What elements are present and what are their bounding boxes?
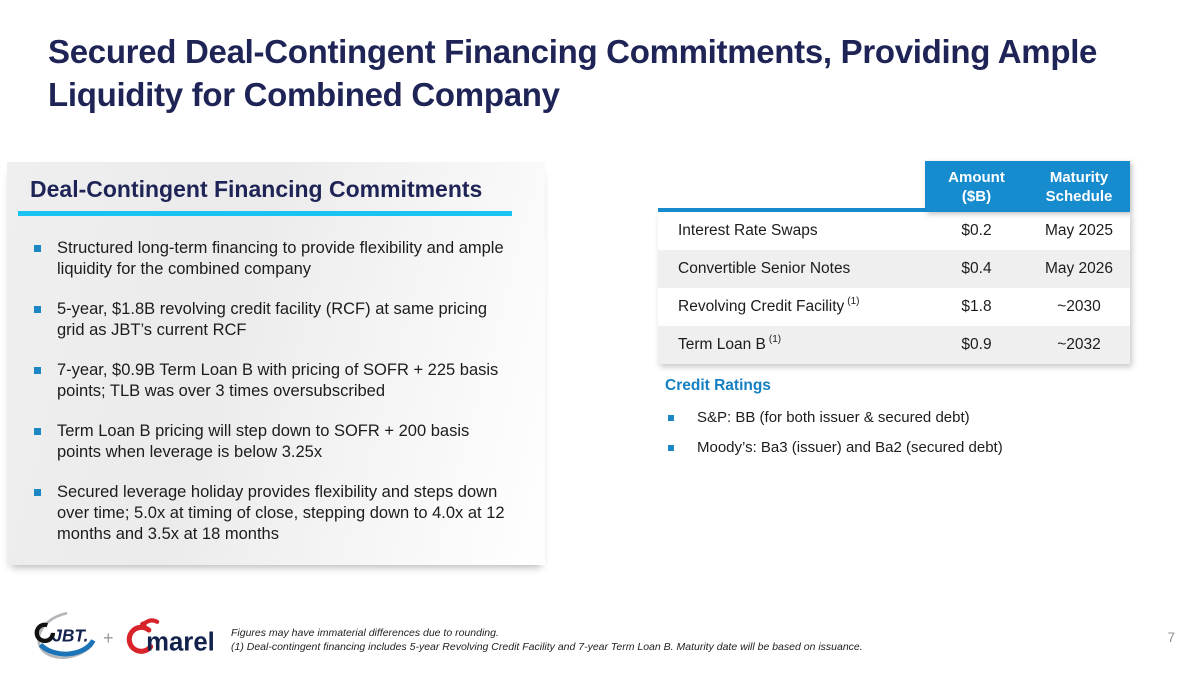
- footnote-line: Figures may have immaterial differences …: [231, 627, 499, 639]
- bullet-square-icon: [34, 306, 41, 313]
- column-header-line: ($B): [961, 187, 992, 205]
- column-header-line: Maturity: [1049, 168, 1109, 186]
- column-header-amount: Amount ($B): [925, 161, 1028, 212]
- bullet-item: Structured long-term financing to provid…: [34, 238, 545, 280]
- credit-rating-text: Moody’s: Ba3 (issuer) and Ba2 (secured d…: [697, 439, 1003, 456]
- column-header-line: Amount: [948, 168, 1005, 186]
- table-row: Interest Rate Swaps $0.2 May 2025: [658, 212, 1130, 250]
- credit-rating-item: Moody’s: Ba3 (issuer) and Ba2 (secured d…: [665, 439, 1135, 456]
- bullet-text: Structured long-term financing to provid…: [57, 239, 504, 278]
- bullet-square-icon: [34, 245, 41, 252]
- column-header-maturity: Maturity Schedule: [1028, 161, 1130, 212]
- table-row: Term Loan B (1) $0.9 ~2032: [658, 326, 1130, 364]
- bullet-square-icon: [34, 489, 41, 496]
- credit-ratings-heading: Credit Ratings: [665, 377, 771, 394]
- row-label-text: Interest Rate Swaps: [678, 222, 818, 240]
- bullet-square-icon: [668, 415, 674, 421]
- row-amount: $0.9: [961, 336, 992, 353]
- bullet-square-icon: [34, 428, 41, 435]
- row-amount: $1.8: [961, 298, 992, 315]
- row-label: Revolving Credit Facility (1): [658, 296, 925, 316]
- bullet-square-icon: [668, 445, 674, 451]
- row-label: Term Loan B (1): [658, 334, 925, 354]
- row-amount: $0.2: [961, 222, 992, 239]
- footnote-line: (1) Deal-contingent financing includes 5…: [231, 640, 863, 653]
- bullet-square-icon: [34, 367, 41, 374]
- row-maturity: ~2032: [1057, 336, 1101, 353]
- bullet-text: 7-year, $0.9B Term Loan B with pricing o…: [57, 361, 499, 400]
- row-maturity: May 2026: [1044, 260, 1114, 277]
- row-label-text: Term Loan B: [678, 336, 766, 354]
- bullet-text: Term Loan B pricing will step down to SO…: [57, 422, 470, 461]
- row-maturity: May 2025: [1044, 222, 1114, 239]
- row-maturity: ~2030: [1057, 298, 1101, 315]
- row-label: Interest Rate Swaps: [658, 221, 925, 240]
- credit-rating-item: S&P: BB (for both issuer & secured debt): [665, 409, 1135, 426]
- marel-logo: marel: [124, 617, 216, 662]
- plus-sign: +: [103, 628, 114, 648]
- row-label-text: Convertible Senior Notes: [678, 260, 851, 278]
- bullet-item: 7-year, $0.9B Term Loan B with pricing o…: [34, 360, 545, 402]
- page-title: Secured Deal-Contingent Financing Commit…: [48, 33, 1098, 113]
- jbt-logo: JBT.: [33, 608, 103, 667]
- credit-ratings-list: S&P: BB (for both issuer & secured debt)…: [665, 409, 1135, 456]
- table-body: Interest Rate Swaps $0.2 May 2025 Conver…: [658, 212, 1130, 364]
- marel-logo-text: marel: [146, 628, 215, 656]
- table-row: Convertible Senior Notes $0.4 May 2026: [658, 250, 1130, 288]
- row-amount: $0.4: [961, 260, 992, 277]
- footnotes: Figures may have immaterial differences …: [231, 627, 863, 654]
- table-header-row: Amount ($B) Maturity Schedule: [658, 161, 1130, 212]
- credit-rating-text: S&P: BB (for both issuer & secured debt): [697, 409, 970, 426]
- jbt-logo-text: JBT.: [52, 625, 88, 645]
- financing-commitments-panel: Deal-Contingent Financing Commitments St…: [7, 162, 545, 565]
- table-row: Revolving Credit Facility (1) $1.8 ~2030: [658, 288, 1130, 326]
- cyan-underline-rule: [18, 211, 512, 216]
- bullet-text: Secured leverage holiday provides flexib…: [57, 483, 505, 543]
- footnote-marker: (1): [768, 334, 782, 346]
- row-label-text: Revolving Credit Facility: [678, 298, 845, 316]
- bullet-item: Term Loan B pricing will step down to SO…: [34, 421, 545, 463]
- bullet-text: 5-year, $1.8B revolving credit facility …: [57, 300, 488, 339]
- table-header-empty-cell: [658, 161, 925, 212]
- financing-table: Amount ($B) Maturity Schedule Interest R…: [658, 161, 1130, 364]
- table-header-columns: Amount ($B) Maturity Schedule: [925, 161, 1130, 212]
- bullet-list: Structured long-term financing to provid…: [34, 238, 545, 545]
- bullet-item: 5-year, $1.8B revolving credit facility …: [34, 299, 545, 341]
- panel-heading: Deal-Contingent Financing Commitments: [30, 176, 483, 202]
- page-number: 7: [1167, 630, 1175, 645]
- column-header-line: Schedule: [1045, 187, 1113, 205]
- bullet-item: Secured leverage holiday provides flexib…: [34, 482, 545, 545]
- footnote-marker: (1): [847, 296, 860, 308]
- credit-ratings-section: Credit Ratings S&P: BB (for both issuer …: [665, 377, 1135, 469]
- row-label: Convertible Senior Notes: [658, 259, 925, 278]
